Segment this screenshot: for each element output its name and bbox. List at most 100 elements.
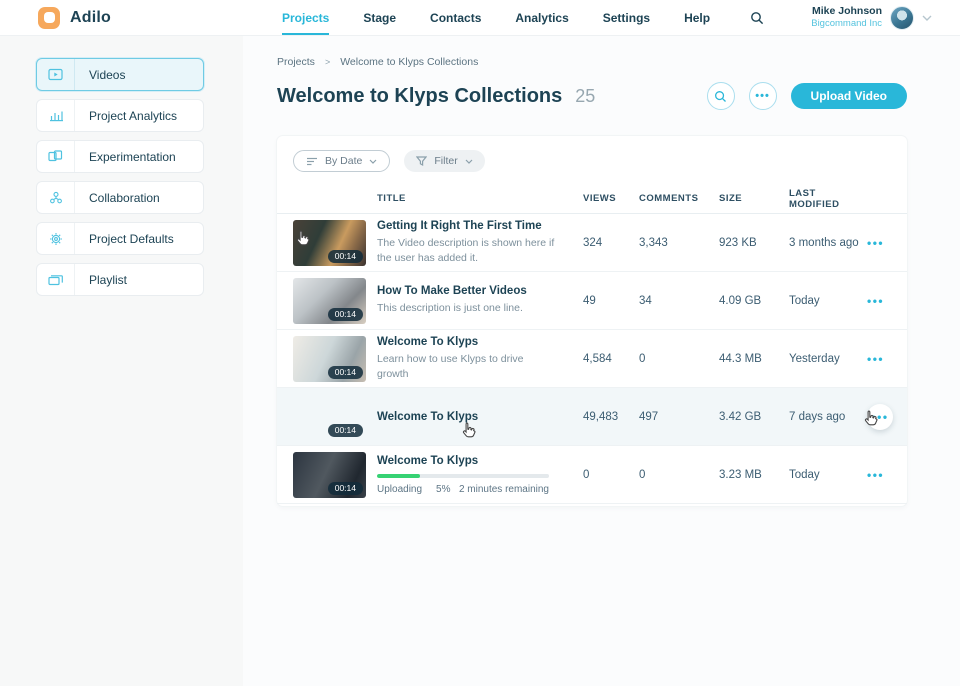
size-value: 923 KB [719,236,757,249]
modified-value: Today [789,294,820,307]
sidebar-item-playlist[interactable]: Playlist [36,263,204,296]
search-icon[interactable] [750,11,764,25]
video-thumbnail[interactable]: 00:14 [293,451,366,498]
table-row[interactable]: 00:14 Welcome To Klyps Learn how to use … [277,330,907,388]
filter-label: Filter [434,155,458,167]
filter-dropdown[interactable]: Filter [404,150,485,172]
breadcrumb-separator-icon: > [324,57,331,67]
more-options-button[interactable]: ••• [748,82,777,110]
row-menu-button[interactable]: ••• [867,403,893,430]
video-icon [37,59,75,90]
video-title[interactable]: Welcome To Klyps [377,410,479,423]
views-value: 49,483 [583,410,619,423]
video-title[interactable]: Welcome To Klyps [377,336,479,349]
table-row[interactable]: 00:14 How To Make Better Videos This des… [277,272,907,330]
user-info: Mike Johnson Bigcommand Inc [811,5,882,30]
sidebar: Videos Project Analytics Experimentation… [0,36,243,686]
chevron-down-icon [465,159,473,164]
video-thumbnail[interactable]: 00:14 [293,219,366,266]
comments-value: 0 [639,352,646,365]
column-header-size: Size [719,193,743,204]
sidebar-item-project-defaults[interactable]: Project Defaults [36,222,204,255]
views-value: 49 [583,294,596,307]
video-thumbnail[interactable]: 00:14 [293,394,366,440]
sidebar-item-collaboration[interactable]: Collaboration [36,181,204,214]
playlist-icon [37,264,75,295]
breadcrumb: Projects > Welcome to Klyps Collections [277,56,960,68]
sidebar-item-videos[interactable]: Videos [36,58,204,91]
sidebar-item-label: Project Analytics [89,108,178,123]
video-description: Learn how to use Klyps to drive growth [377,353,524,380]
brand: Adilo [0,6,243,29]
views-value: 4,584 [583,352,612,365]
page-title: Welcome to Klyps Collections [277,84,563,107]
video-description: The Video description is shown here if t… [377,237,555,264]
search-videos-button[interactable] [706,82,735,110]
upload-progress: Uploading 5% 2 minutes remaining [377,473,549,495]
chevron-down-icon[interactable] [922,15,932,21]
video-description: This description is just one line. [377,302,523,315]
row-menu-icon: ••• [871,409,889,424]
row-menu-icon[interactable]: ••• [867,235,885,250]
table-row[interactable]: 00:14 Welcome To Klyps 49,483 497 3.42 G… [277,388,907,446]
magnifier-icon [715,90,727,102]
user-name: Mike Johnson [811,5,882,17]
adilo-logo-icon [38,6,60,29]
chevron-down-icon [369,159,377,164]
sidebar-item-project-analytics[interactable]: Project Analytics [36,99,204,132]
progress-track [377,473,549,478]
sidebar-item-label: Videos [89,67,126,82]
size-value: 44.3 MB [719,352,762,365]
table-header: Title Views Comments Size Last Modified [277,184,907,214]
size-value: 3.42 GB [719,410,762,423]
breadcrumb-root[interactable]: Projects [277,56,315,68]
sidebar-item-experimentation[interactable]: Experimentation [36,140,204,173]
size-value: 3.23 MB [719,468,762,481]
sort-icon [307,157,317,165]
comments-value: 34 [639,294,652,307]
bar-chart-icon [37,100,75,131]
nav-item-contacts[interactable]: Contacts [430,10,482,25]
sidebar-item-label: Collaboration [89,190,160,205]
sidebar-item-label: Experimentation [89,149,176,164]
video-count: 25 [575,85,596,106]
breadcrumb-current: Welcome to Klyps Collections [340,56,479,68]
video-thumbnail[interactable]: 00:14 [293,277,366,324]
video-title[interactable]: Welcome To Klyps [377,454,479,467]
nav-item-projects[interactable]: Projects [282,0,330,35]
nav-item-settings[interactable]: Settings [602,10,651,25]
nav-item-help[interactable]: Help [684,10,711,25]
table-row[interactable]: 00:14 Getting It Right The First Time Th… [277,214,907,272]
video-title[interactable]: Getting It Right The First Time [377,220,542,233]
modified-value: 3 months ago [789,236,859,249]
top-navbar: Adilo Projects Stage Contacts Analytics … [0,0,960,36]
nav-item-stage[interactable]: Stage [363,10,397,25]
views-value: 0 [583,468,590,481]
nav-item-analytics[interactable]: Analytics [515,10,569,25]
duration-badge: 00:14 [327,423,363,437]
videos-table-card: By Date Filter Title Views Comments Size… [277,136,907,506]
row-menu-icon[interactable]: ••• [867,293,885,308]
user-menu[interactable]: Mike Johnson Bigcommand Inc [811,0,932,35]
uploading-remaining: 2 minutes remaining [458,483,549,495]
row-menu-icon[interactable]: ••• [867,351,885,366]
video-title[interactable]: How To Make Better Videos [377,285,527,298]
main-nav: Projects Stage Contacts Analytics Settin… [282,0,764,35]
sort-label: By Date [325,155,363,167]
uploading-percent: 5% [436,483,451,495]
table-row[interactable]: 00:14 Welcome To Klyps Uploading 5% 2 mi… [277,446,907,504]
row-menu-icon[interactable]: ••• [867,467,885,482]
video-thumbnail[interactable]: 00:14 [293,335,366,382]
comments-value: 3,343 [639,236,668,249]
brand-name: Adilo [70,8,111,26]
column-header-title: Title [377,193,406,204]
avatar[interactable] [890,5,914,30]
modified-value: Today [789,468,820,481]
comments-value: 0 [639,468,646,481]
duration-badge: 00:14 [327,307,363,321]
user-company: Bigcommand Inc [811,18,882,30]
sort-by-date-dropdown[interactable]: By Date [293,150,391,172]
main-content: Projects > Welcome to Klyps Collections … [243,36,960,686]
upload-video-button[interactable]: Upload Video [790,83,907,109]
views-value: 324 [583,236,603,249]
